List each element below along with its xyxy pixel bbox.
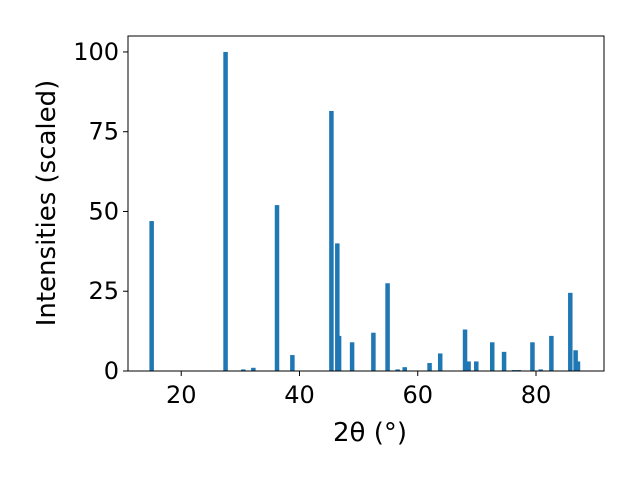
y-tick-label: 100: [73, 38, 119, 66]
bar: [251, 367, 256, 371]
bar: [437, 353, 443, 371]
bar: [223, 51, 228, 371]
bar-series: [149, 51, 581, 371]
bar: [395, 369, 400, 371]
x-tick-label: 80: [521, 381, 552, 409]
x-tick-label: 40: [284, 381, 315, 409]
y-axis-label: Intensities (scaled): [32, 80, 62, 327]
bar: [466, 361, 471, 371]
y-tick-label: 75: [88, 118, 119, 146]
y-tick-label: 0: [104, 357, 119, 385]
y-tick-label: 25: [88, 277, 119, 305]
bar: [489, 342, 495, 371]
bar: [549, 335, 554, 371]
bar: [501, 351, 507, 371]
bar: [336, 335, 342, 371]
x-axis-label: 2θ (°): [333, 418, 407, 448]
bar: [274, 205, 280, 371]
bar: [371, 332, 376, 371]
bar: [575, 361, 581, 371]
y-axis: 0 25 50 75 100: [73, 38, 128, 385]
bar: [573, 350, 578, 371]
bar: [290, 355, 295, 371]
bar: [402, 367, 407, 371]
plot-frame: [127, 35, 605, 372]
bar: [335, 243, 340, 371]
bar: [385, 283, 390, 371]
x-axis: 20 40 60 80: [166, 371, 551, 409]
bar: [474, 361, 479, 371]
bar: [530, 342, 535, 371]
bar: [329, 110, 334, 371]
x-tick-label: 20: [166, 381, 197, 409]
bar: [349, 342, 355, 371]
bar: [538, 369, 543, 371]
bar: [241, 369, 246, 371]
bar: [462, 329, 468, 371]
x-tick-label: 60: [402, 381, 433, 409]
bar: [427, 363, 432, 371]
bar: [149, 221, 154, 371]
y-tick-label: 50: [88, 197, 119, 225]
bar: [568, 292, 573, 371]
